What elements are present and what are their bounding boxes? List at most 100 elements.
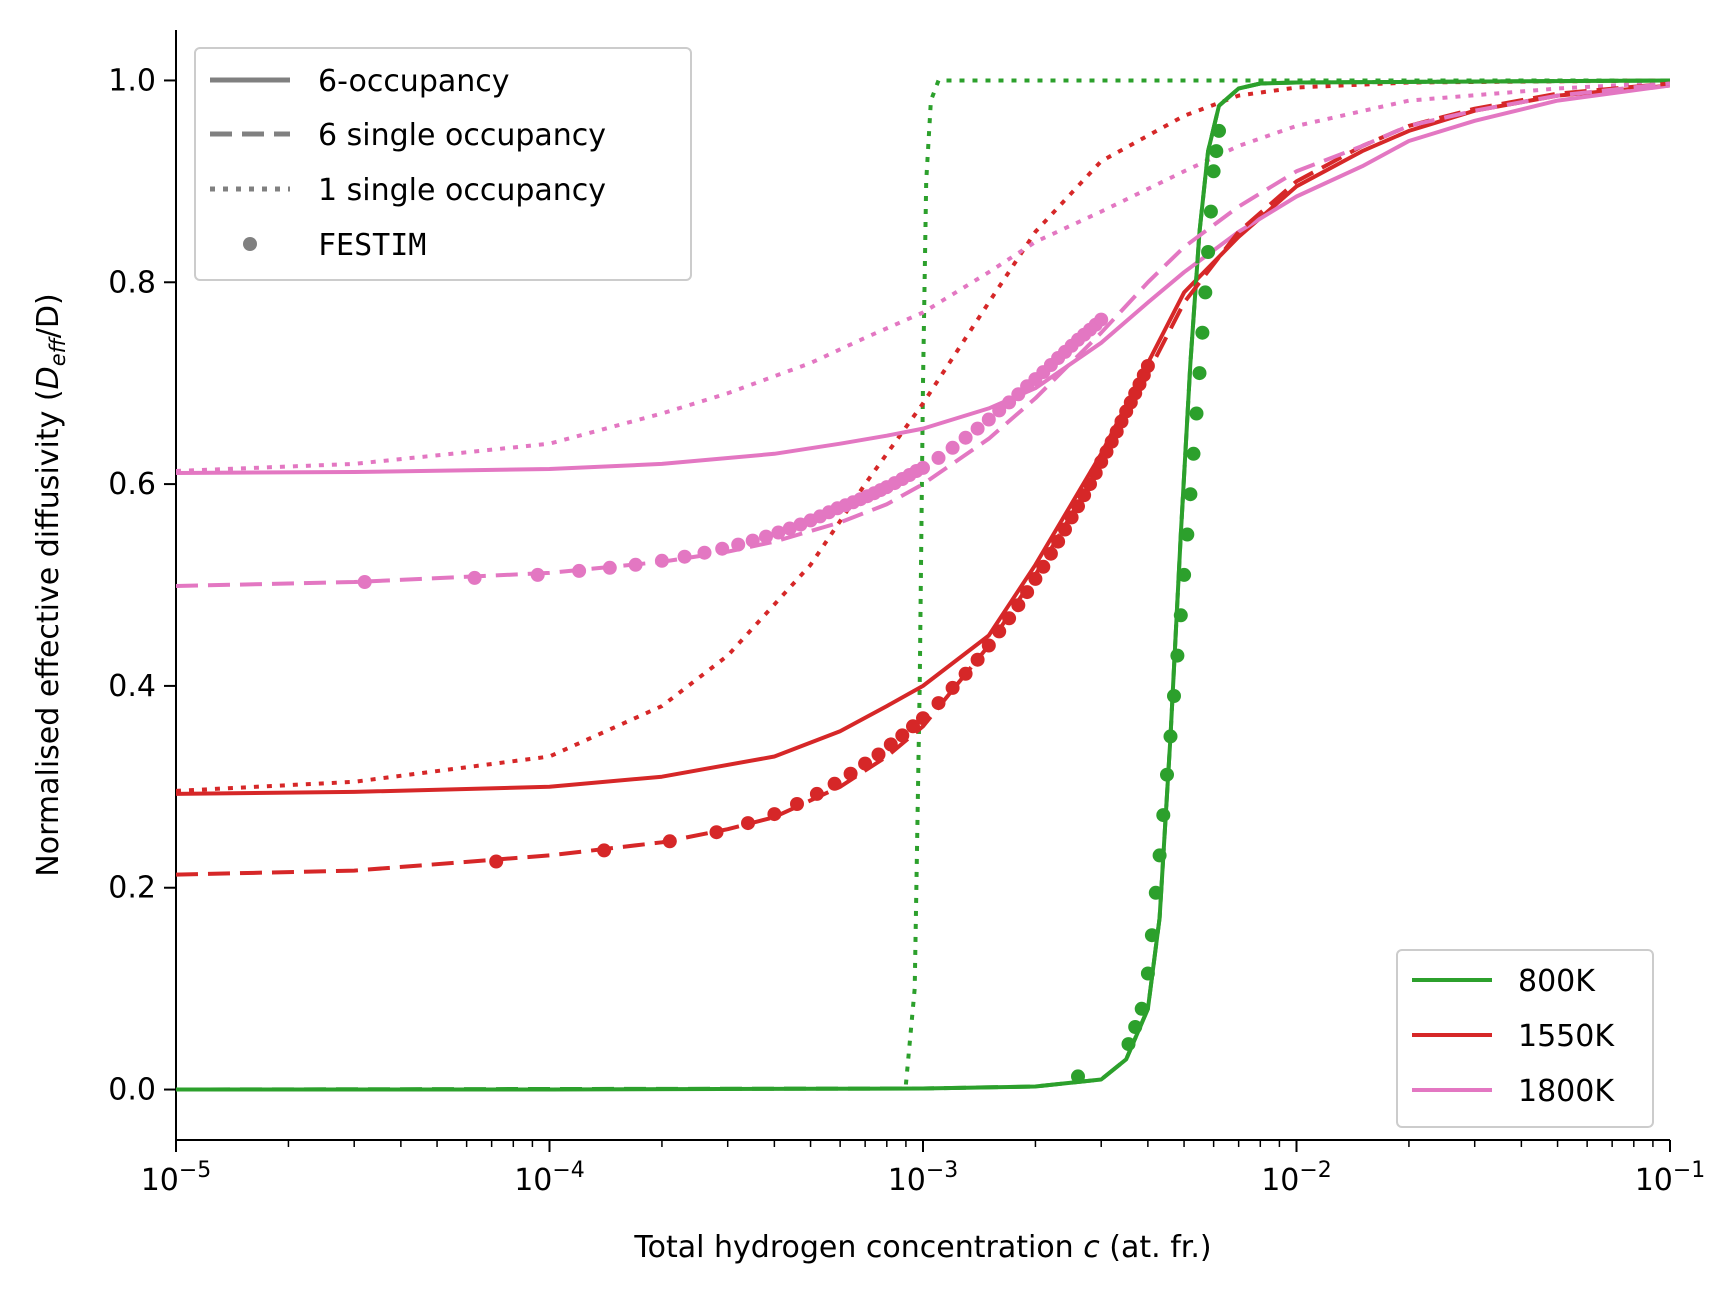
festim-point (1170, 648, 1185, 663)
festim-point (1128, 1020, 1143, 1034)
festim-point (1201, 245, 1216, 259)
axis-tick-labels: 10−5 10−4 10−3 10−2 10−10.00.20.40.60.81.0 (108, 63, 1705, 1198)
x-axis-label: Total hydrogen concentration c (at. fr.) (633, 1230, 1211, 1265)
festim-point (745, 533, 760, 548)
x-tick-label: 10−4 (514, 1158, 585, 1198)
festim-point (809, 786, 824, 801)
legend-dotted-label: 1 single occupancy (318, 173, 606, 208)
festim-point (958, 666, 973, 681)
festim-point (931, 450, 946, 465)
x-tick-label: 10−3 (888, 1158, 959, 1198)
festim-point (1134, 1001, 1149, 1016)
x-tick-label-exponent: −5 (179, 1158, 211, 1183)
festim-point (981, 638, 996, 653)
festim-point (916, 711, 930, 726)
festim-point (931, 696, 946, 711)
x-tick-label-base: 10 (1635, 1163, 1673, 1198)
festim-point (628, 557, 643, 572)
festim-point (1011, 598, 1026, 613)
festim-point (858, 756, 873, 771)
festim-point (782, 521, 797, 536)
festim-point (1077, 488, 1092, 503)
festim-point (602, 560, 617, 575)
x-tick-label: 10−2 (1261, 1158, 1332, 1198)
legend-marker-label: FESTIM (318, 228, 426, 263)
festim-point (843, 766, 858, 781)
festim-point (771, 525, 786, 540)
legend-1550k-label: 1550K (1518, 1019, 1615, 1054)
x-tick-label-base: 10 (514, 1163, 552, 1198)
festim-point (759, 529, 773, 544)
legend-dashed-label: 6 single occupancy (318, 118, 606, 153)
festim-point (1148, 885, 1163, 900)
festim-point (906, 719, 920, 734)
y-tick-label: 0.4 (108, 669, 156, 704)
festim-point (1011, 387, 1026, 402)
festim-point (1195, 325, 1210, 340)
festim-point (357, 575, 372, 589)
x-tick-label-exponent: −2 (1299, 1158, 1331, 1183)
festim-point (916, 460, 930, 475)
festim-point (572, 563, 587, 578)
festim-point (945, 440, 960, 455)
y-axis-label-prefix: Normalised effective diffusivity ( (31, 389, 66, 876)
festim-point (992, 624, 1007, 639)
festim-point (731, 537, 746, 552)
festim-point (1167, 689, 1181, 703)
festim-point (1083, 477, 1097, 492)
festim-point (1206, 164, 1221, 179)
festim-point (1198, 285, 1213, 300)
y-axis-label: Normalised effective diffusivity (Deff/D… (31, 293, 70, 876)
y-tick-label: 0.8 (108, 265, 156, 300)
festim-point (1183, 487, 1198, 502)
festim-point (1028, 571, 1043, 586)
series-line-800k-1-single-occupancy (903, 78, 1670, 1085)
festim-point (654, 553, 669, 568)
festim-point (1140, 966, 1155, 981)
festim-point (489, 854, 504, 869)
festim-point (1163, 729, 1178, 744)
series-line-1800k-1-single-occupancy (176, 80, 1670, 473)
festim-point (1212, 123, 1226, 138)
festim-point (1043, 546, 1058, 561)
festim-markers-1550k-festim (489, 359, 1155, 869)
festim-point (530, 567, 545, 582)
festim-point (958, 430, 973, 445)
festim-point (1189, 406, 1204, 421)
legend-temperatures-frame (1396, 949, 1654, 1128)
festim-point (1064, 510, 1079, 525)
festim-point (709, 825, 724, 840)
festim-point (1036, 559, 1051, 574)
festim-point (1156, 808, 1171, 823)
festim-point (1002, 395, 1017, 410)
festim-point (741, 816, 755, 831)
y-axis-label-sub: eff (46, 335, 70, 366)
festim-point (1002, 611, 1017, 626)
festim-point (1094, 312, 1109, 327)
festim-point (1140, 359, 1155, 373)
axis-ticks (164, 79, 1671, 1152)
plot-area (176, 78, 1670, 1092)
y-axis-label-var: D (31, 366, 66, 389)
festim-point (1177, 567, 1192, 582)
festim-point (1020, 585, 1035, 600)
y-tick-label: 0.0 (108, 1073, 156, 1108)
x-tick-label: 10−5 (141, 1158, 212, 1198)
festim-markers-1800k-festim (357, 312, 1109, 589)
festim-point (883, 737, 898, 752)
x-tick-label: 10−1 (1635, 1158, 1706, 1198)
festim-point (1203, 204, 1218, 219)
legend-temperatures: 800K 1550K 1800K (1396, 949, 1654, 1128)
festim-point (1160, 767, 1174, 782)
x-tick-label-exponent: −1 (1673, 1158, 1705, 1183)
x-axis-label-prefix: Total hydrogen concentration (633, 1230, 1083, 1265)
y-tick-label: 1.0 (108, 63, 156, 98)
y-tick-label: 0.2 (108, 871, 156, 906)
festim-markers-800k-festim (1071, 123, 1226, 1084)
x-tick-label-base: 10 (888, 1163, 926, 1198)
x-axis-label-var: c (1083, 1230, 1100, 1265)
festim-point (1192, 366, 1207, 381)
legend-styles: 6-occupancy 6 single occupancy 1 single … (194, 47, 692, 281)
y-tick-label: 0.6 (108, 467, 156, 502)
